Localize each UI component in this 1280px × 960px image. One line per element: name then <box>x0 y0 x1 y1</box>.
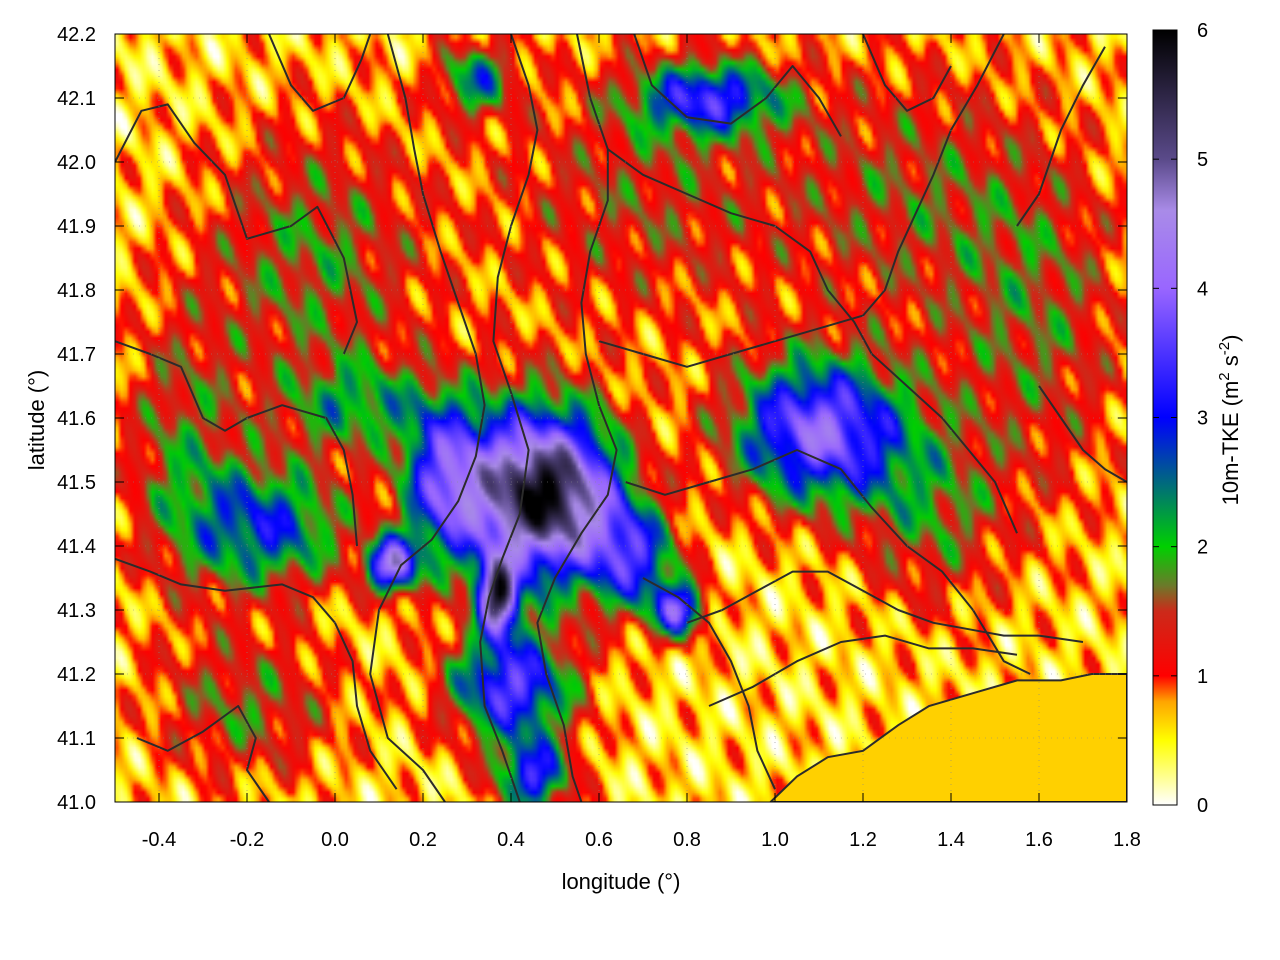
colorbar-tick-label-1: 1 <box>1197 666 1208 688</box>
contour-line-7 <box>633 34 842 137</box>
contour-line-5 <box>479 34 539 802</box>
y-axis-title: latitude (°) <box>24 370 49 471</box>
colorbar-tick-label-0: 0 <box>1197 795 1208 817</box>
y-tick-label-8: 41.8 <box>57 280 96 302</box>
grid-lines <box>115 34 1127 802</box>
contour-line-10 <box>625 449 1031 675</box>
contour-line-15 <box>1038 385 1127 483</box>
x-tick-label-1: -0.2 <box>230 829 264 851</box>
colorbar-tick-label-5: 5 <box>1197 149 1208 171</box>
x-tick-label-2: 0.0 <box>321 829 349 851</box>
contour-line-8 <box>607 148 1018 534</box>
y-tick-label-2: 41.2 <box>57 664 96 686</box>
x-tick-label-10: 1.6 <box>1025 829 1053 851</box>
contour-line-13 <box>708 634 1018 707</box>
contour-line-2 <box>115 557 398 790</box>
plot-area <box>115 34 1127 802</box>
y-tick-label-4: 41.4 <box>57 536 96 558</box>
y-tick-label-11: 42.1 <box>57 88 96 110</box>
y-axis: 41.0 41.1 41.2 41.3 41.4 41.5 41.6 41.7 41.8 41.9… <box>57 24 1127 814</box>
x-tick-label-11: 1.8 <box>1113 829 1141 851</box>
x-tick-label-4: 0.4 <box>497 829 525 851</box>
contour-line-6 <box>536 34 618 802</box>
colorbar-title: 10m-TKE (m2 s-2) <box>1216 335 1243 506</box>
colorbar-tick-label-2: 2 <box>1197 537 1208 559</box>
x-tick-label-6: 0.8 <box>673 829 701 851</box>
contour-line-3 <box>136 705 270 802</box>
x-tick-label-3: 0.2 <box>409 829 437 851</box>
x-axis-title: longitude (°) <box>562 869 681 894</box>
y-tick-label-1: 41.1 <box>57 728 96 750</box>
y-tick-label-0: 41.0 <box>57 792 96 814</box>
contour-line-11 <box>642 577 776 790</box>
y-tick-label-3: 41.3 <box>57 600 96 622</box>
contour-line-12 <box>686 570 1084 643</box>
colorbar-tick-label-3: 3 <box>1197 408 1208 430</box>
x-axis: -0.4 -0.2 0.0 0.2 0.4 0.6 0.8 1.0 1.2 1.4 1.6 1.8 <box>142 34 1141 851</box>
colorbar: 0 1 2 3 4 5 6 <box>1152 20 1208 817</box>
terrain-contours <box>115 34 1127 802</box>
contour-line-16 <box>268 34 372 112</box>
x-tick-label-0: -0.4 <box>142 829 176 851</box>
tke-field-image <box>115 34 1127 802</box>
contour-line-17 <box>862 34 952 112</box>
x-tick-label-7: 1.0 <box>761 829 789 851</box>
contour-line-14 <box>1016 46 1106 227</box>
tke-heatmap <box>115 34 1127 802</box>
sea-area <box>769 673 1127 802</box>
colorbar-tick-label-4: 4 <box>1197 278 1208 300</box>
x-tick-label-9: 1.4 <box>937 829 965 851</box>
y-tick-label-10: 42.0 <box>57 152 96 174</box>
y-tick-label-9: 41.9 <box>57 216 96 238</box>
y-tick-label-12: 42.2 <box>57 24 96 46</box>
x-tick-label-5: 0.6 <box>585 829 613 851</box>
contour-line-4 <box>369 34 486 802</box>
y-tick-label-7: 41.7 <box>57 344 96 366</box>
colorbar-tick-label-6: 6 <box>1197 20 1208 42</box>
sea-polygon <box>769 673 1127 802</box>
contour-line-9 <box>598 34 1005 368</box>
x-tick-label-8: 1.2 <box>849 829 877 851</box>
y-tick-label-6: 41.6 <box>57 408 96 430</box>
y-tick-label-5: 41.5 <box>57 472 96 494</box>
